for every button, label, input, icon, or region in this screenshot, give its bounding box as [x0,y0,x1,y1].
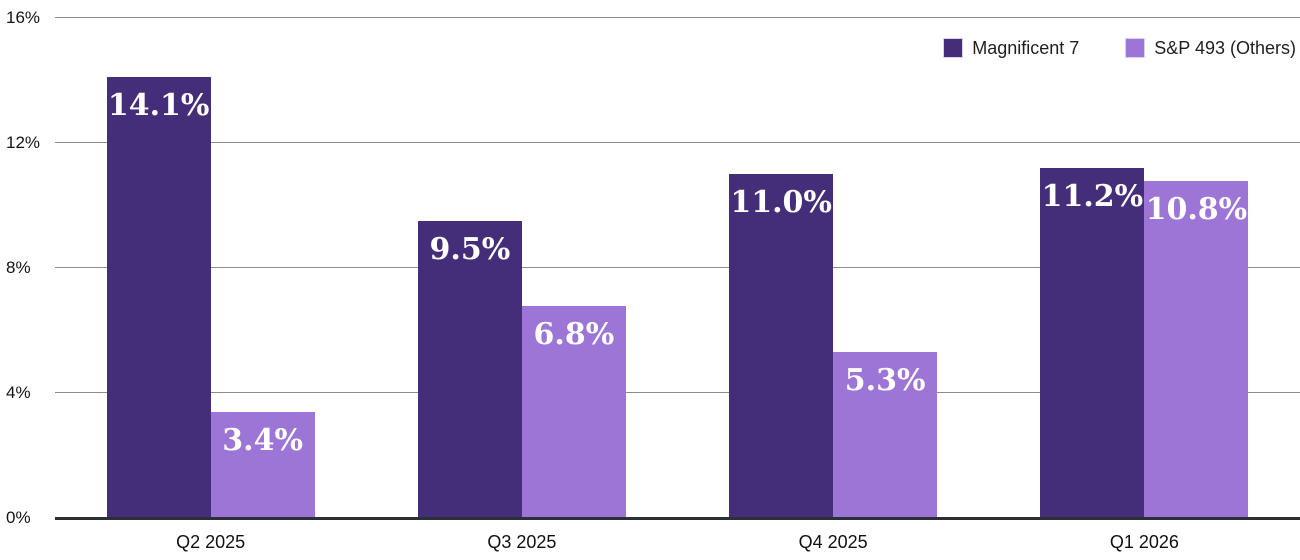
legend-label-magnificent-7: Magnificent 7 [972,38,1080,58]
x-tick-label-q3-2025: Q3 2025 [487,532,557,552]
bar-magnificent-7-q1-2026: 11.2% [1040,168,1145,518]
bar-value-label-s-p-493-others-q2-2025: 3.4% [222,422,303,458]
x-axis-line [55,516,1300,520]
legend-item-magnificent-7: Magnificent 7 [943,38,1079,58]
x-tick-label-q2-2025: Q2 2025 [176,532,246,552]
bar-magnificent-7-q4-2025: 11.0% [729,174,834,518]
bar-value-label-magnificent-7-q1-2026: 11.2% [1041,179,1144,214]
bar-value-label-s-p-493-others-q3-2025: 6.8% [533,316,615,352]
bar-value-label-magnificent-7-q2-2025: 14.1% [107,88,210,124]
gridline-16 [55,17,1300,19]
y-tick-label-4: 4% [6,383,31,402]
chart-legend: Magnificent 7 S&P 493 (Others) [943,38,1296,58]
legend-label-sp-493-others: S&P 493 (Others) [1154,38,1296,58]
bar-s-p-493-others-q1-2026: 10.8% [1144,180,1249,518]
x-tick-label-q4-2025: Q4 2025 [798,532,868,552]
gridline-4 [55,392,1300,394]
gridline-8 [55,267,1300,269]
bar-magnificent-7-q3-2025: 9.5% [417,221,522,518]
legend-swatch-magnificent-7 [943,38,964,58]
bar-magnificent-7-q2-2025: 14.1% [106,77,211,518]
legend-swatch-sp-493-others [1125,38,1146,58]
bar-value-label-magnificent-7-q3-2025: 9.5% [429,232,511,268]
bar-value-label-magnificent-7-q4-2025: 11.0% [730,185,832,221]
y-tick-label-16: 16% [6,8,41,27]
x-tick-label-q1-2026: Q1 2026 [1109,532,1179,552]
y-tick-label-8: 8% [6,258,31,277]
y-tick-label-0: 0% [6,508,31,527]
legend-item-sp-493-others: S&P 493 (Others) [1125,38,1296,58]
gridline-12 [55,142,1300,144]
bar-value-label-s-p-493-others-q1-2026: 10.8% [1145,191,1248,227]
bar-value-label-s-p-493-others-q4-2025: 5.3% [844,363,926,399]
y-tick-label-12: 12% [6,133,41,152]
bar-s-p-493-others-q2-2025: 3.4% [210,411,315,518]
bar-s-p-493-others-q3-2025: 6.8% [521,305,626,518]
bar-s-p-493-others-q4-2025: 5.3% [833,352,938,518]
